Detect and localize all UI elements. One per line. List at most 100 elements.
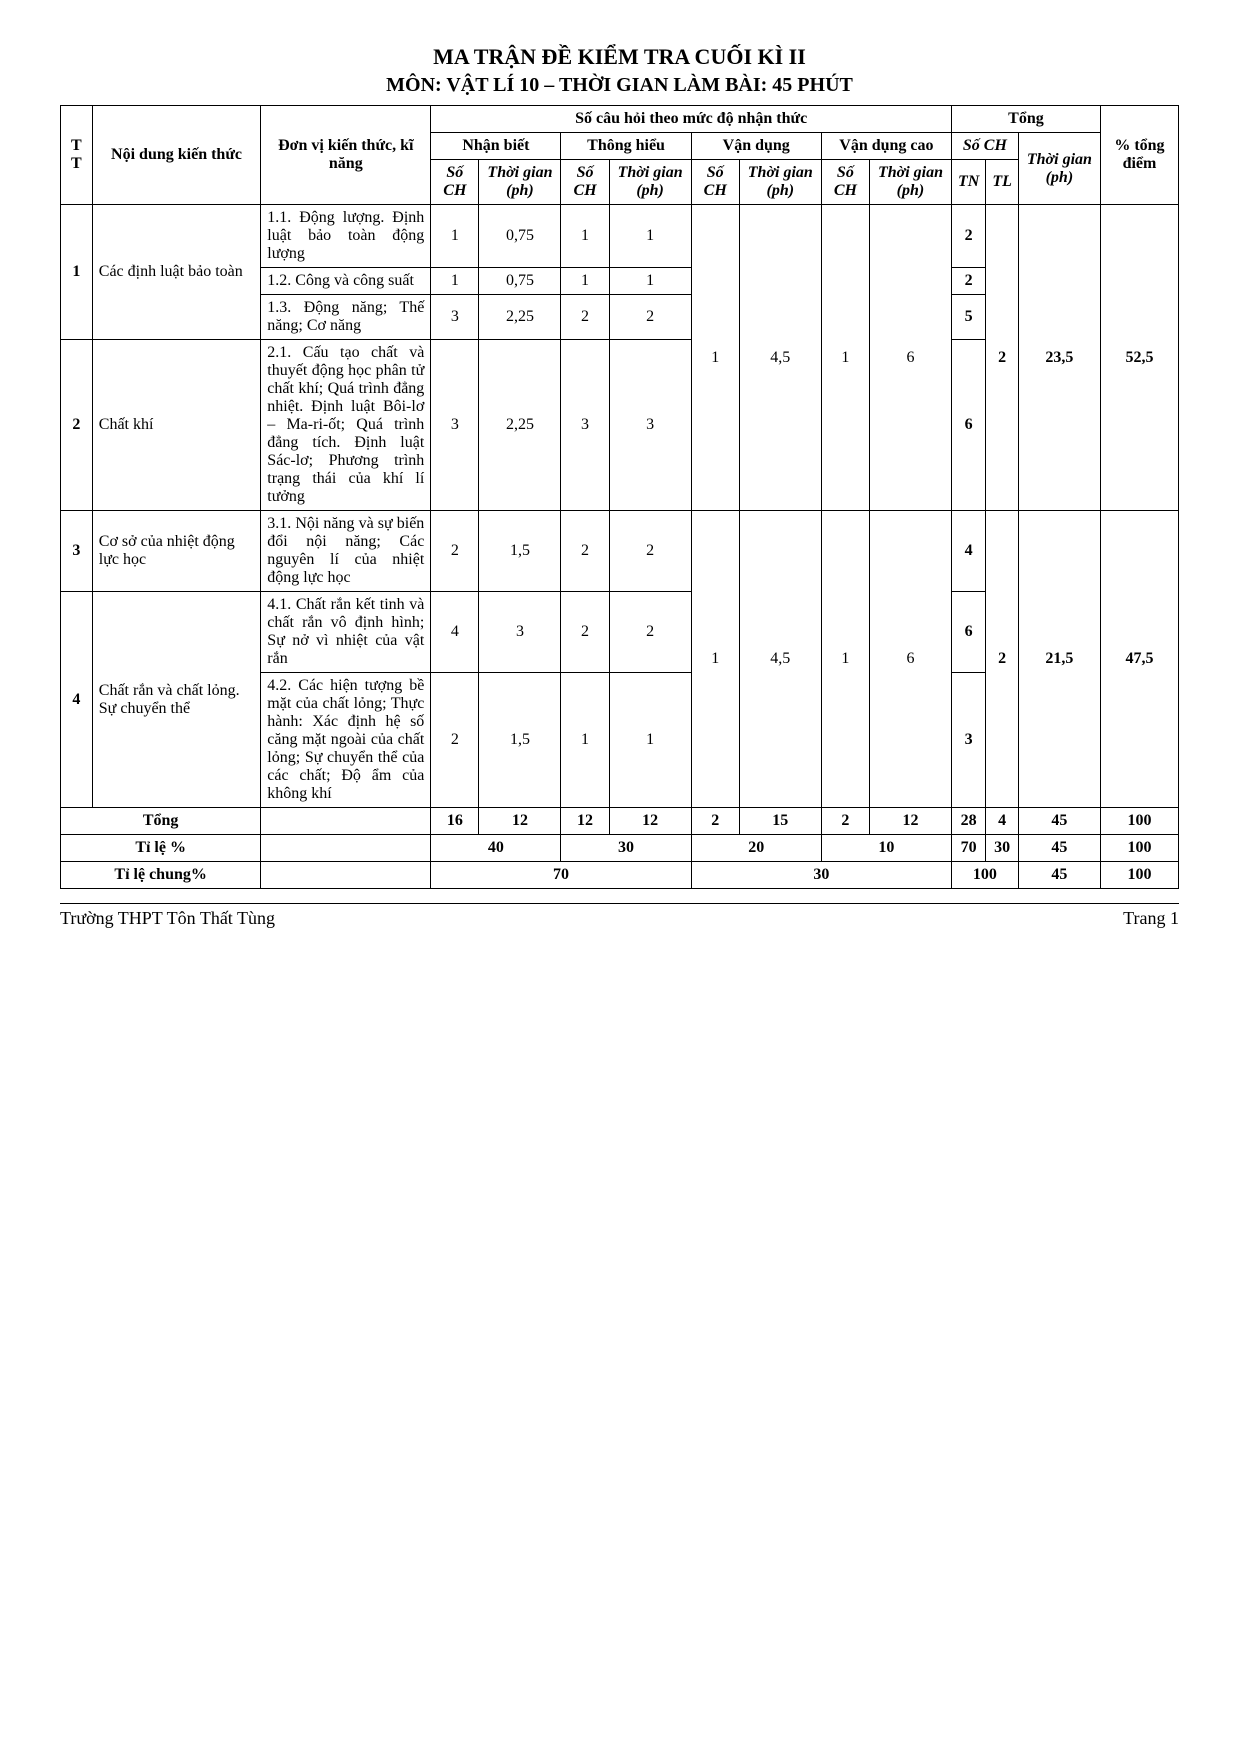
r21-thtg: 3 — [609, 340, 691, 511]
r31-thch: 2 — [561, 511, 609, 592]
r13-thtg: 2 — [609, 295, 691, 340]
tot-vdtg: 15 — [739, 808, 821, 835]
vd-tg: Thời gian (ph) — [739, 160, 821, 205]
r11-thch: 1 — [561, 205, 609, 268]
r12-tn: 2 — [951, 268, 985, 295]
r12-nbtg: 0,75 — [479, 268, 561, 295]
tile-vdc: 10 — [821, 835, 951, 862]
r42-tn: 3 — [951, 673, 985, 808]
tt-2: 2 — [61, 340, 93, 511]
unit-12: 1.2. Công và công suất — [261, 268, 431, 295]
nd-3: Cơ sở của nhiệt động lực học — [92, 511, 261, 592]
col-pct: % tổng điểm — [1100, 106, 1178, 205]
th-tg: Thời gian (ph) — [609, 160, 691, 205]
g12-vdtg: 4,5 — [739, 205, 821, 511]
footer-left: Trường THPT Tôn Thất Tùng — [60, 908, 275, 929]
r31-nbch: 2 — [431, 511, 479, 592]
tong-tn: TN — [951, 160, 985, 205]
r21-thch: 3 — [561, 340, 609, 511]
tilechung-tntl: 100 — [951, 862, 1018, 889]
vdc-tg: Thời gian (ph) — [869, 160, 951, 205]
r12-nbch: 1 — [431, 268, 479, 295]
nd-2: Chất khí — [92, 340, 261, 511]
r11-tn: 2 — [951, 205, 985, 268]
r11-nbch: 1 — [431, 205, 479, 268]
nb-soch: Số CH — [431, 160, 479, 205]
col-nd: Nội dung kiến thức — [92, 106, 261, 205]
tilechung-nbth: 70 — [431, 862, 691, 889]
r41-nbtg: 3 — [479, 592, 561, 673]
tile-tg: 45 — [1018, 835, 1100, 862]
r12-thch: 1 — [561, 268, 609, 295]
r11-thtg: 1 — [609, 205, 691, 268]
unit-41: 4.1. Chất rắn kết tinh và chất rắn vô đị… — [261, 592, 431, 673]
col-vdc: Vận dụng cao — [821, 133, 951, 160]
unit-31: 3.1. Nội năng và sự biến đổi nội năng; C… — [261, 511, 431, 592]
tot-thch: 12 — [561, 808, 609, 835]
matrix-table: T T Nội dung kiến thức Đơn vị kiến thức,… — [60, 105, 1179, 889]
tot-vdctg: 12 — [869, 808, 951, 835]
tt-3: 3 — [61, 511, 93, 592]
g12-thoigian: 23,5 — [1018, 205, 1100, 511]
r41-tn: 6 — [951, 592, 985, 673]
tot-thtg: 12 — [609, 808, 691, 835]
page-footer: Trường THPT Tôn Thất Tùng Trang 1 — [60, 903, 1179, 929]
r41-thch: 2 — [561, 592, 609, 673]
th-soch: Số CH — [561, 160, 609, 205]
g12-vdch: 1 — [691, 205, 739, 511]
tot-nbtg: 12 — [479, 808, 561, 835]
r13-thch: 2 — [561, 295, 609, 340]
r21-nbtg: 2,25 — [479, 340, 561, 511]
unit-13: 1.3. Động năng; Thế năng; Cơ năng — [261, 295, 431, 340]
g12-vdcch: 1 — [821, 205, 869, 511]
r11-nbtg: 0,75 — [479, 205, 561, 268]
unit-21: 2.1. Cấu tạo chất và thuyết động học phâ… — [261, 340, 431, 511]
r42-thtg: 1 — [609, 673, 691, 808]
tot-nbch: 16 — [431, 808, 479, 835]
col-thoigian: Thời gian (ph) — [1018, 133, 1100, 205]
g12-pct: 52,5 — [1100, 205, 1178, 511]
r13-nbch: 3 — [431, 295, 479, 340]
g34-vdch: 1 — [691, 511, 739, 808]
footer-right: Trang 1 — [1123, 908, 1179, 929]
tile-label: Tỉ lệ % — [61, 835, 261, 862]
col-soch: Số CH — [951, 133, 1018, 160]
nb-tg: Thời gian (ph) — [479, 160, 561, 205]
tile-blank — [261, 835, 431, 862]
r21-nbch: 3 — [431, 340, 479, 511]
col-nb: Nhận biết — [431, 133, 561, 160]
tile-tl: 30 — [986, 835, 1019, 862]
r31-nbtg: 1,5 — [479, 511, 561, 592]
vdc-soch: Số CH — [821, 160, 869, 205]
g34-vdcch: 1 — [821, 511, 869, 808]
tile-tn: 70 — [951, 835, 985, 862]
tot-pct: 100 — [1100, 808, 1178, 835]
tt-4: 4 — [61, 592, 93, 808]
g34-vdctg: 6 — [869, 511, 951, 808]
doc-title: MA TRẬN ĐỀ KIỂM TRA CUỐI KÌ II — [60, 44, 1179, 70]
g34-pct: 47,5 — [1100, 511, 1178, 808]
r12-thtg: 1 — [609, 268, 691, 295]
g12-vdctg: 6 — [869, 205, 951, 511]
col-vd: Vận dụng — [691, 133, 821, 160]
r42-nbch: 2 — [431, 673, 479, 808]
g12-tl: 2 — [986, 205, 1019, 511]
col-th: Thông hiểu — [561, 133, 691, 160]
g34-thoigian: 21,5 — [1018, 511, 1100, 808]
tile-nb: 40 — [431, 835, 561, 862]
tilechung-tg: 45 — [1018, 862, 1100, 889]
tot-tl: 4 — [986, 808, 1019, 835]
g34-vdtg: 4,5 — [739, 511, 821, 808]
tile-vd: 20 — [691, 835, 821, 862]
r13-nbtg: 2,25 — [479, 295, 561, 340]
tilechung-label: Tỉ lệ chung% — [61, 862, 261, 889]
tilechung-vdcao: 30 — [691, 862, 951, 889]
r31-tn: 4 — [951, 511, 985, 592]
unit-11: 1.1. Động lượng. Định luật bảo toàn động… — [261, 205, 431, 268]
tile-pct: 100 — [1100, 835, 1178, 862]
col-tong: Tổng — [951, 106, 1100, 133]
col-dv: Đơn vị kiến thức, kĩ năng — [261, 106, 431, 205]
tot-vdch: 2 — [691, 808, 739, 835]
r21-tn: 6 — [951, 340, 985, 511]
r42-nbtg: 1,5 — [479, 673, 561, 808]
